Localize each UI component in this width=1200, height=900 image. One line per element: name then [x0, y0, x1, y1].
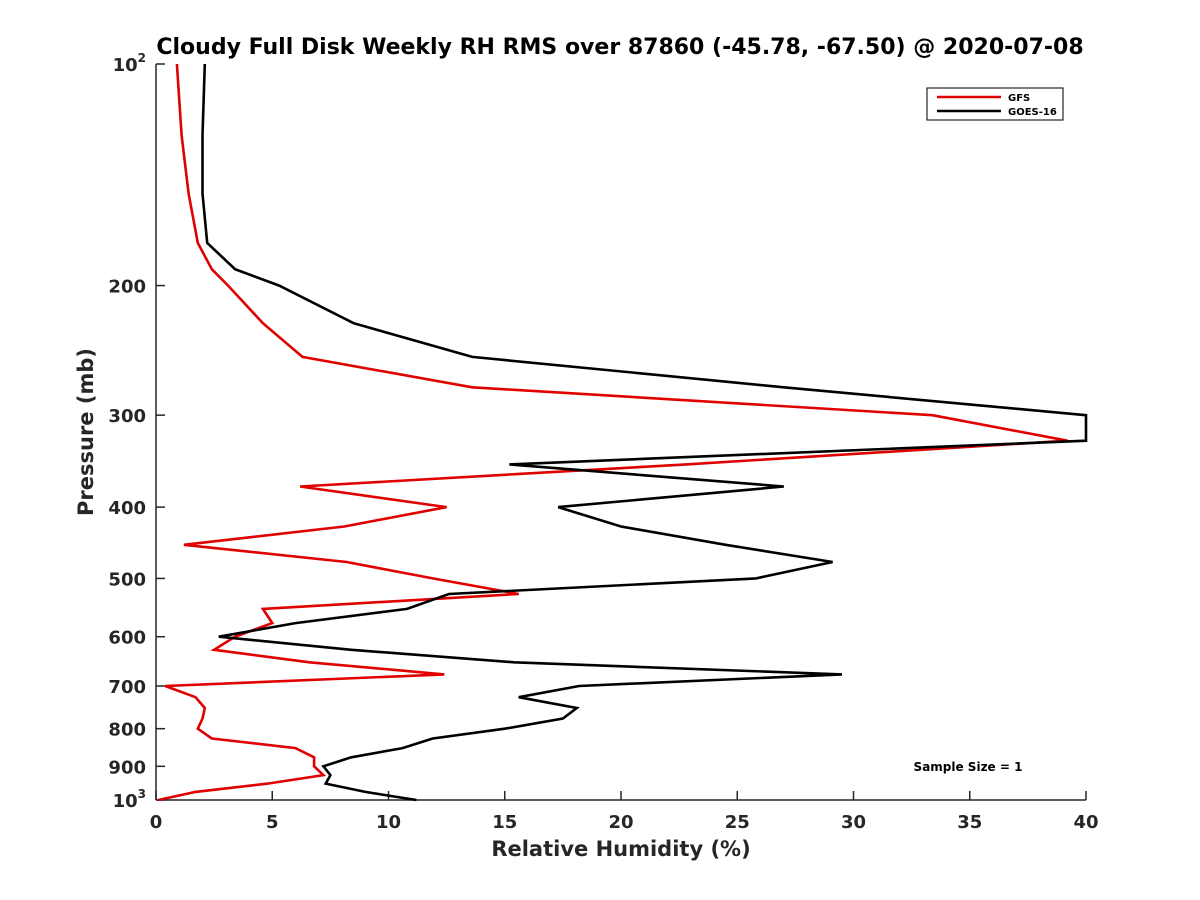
legend-label-goes16: GOES-16: [1008, 107, 1057, 118]
y-tick-label: 500: [108, 569, 146, 590]
series-line-goes16: [201, 63, 1088, 802]
y-tick-label: 400: [108, 498, 146, 519]
y-tick-label-exponent: 3: [138, 787, 146, 801]
y-tick-label: 900: [108, 757, 146, 778]
y-tick-label-base: 200: [108, 277, 146, 298]
x-tick-label: 40: [1073, 812, 1098, 833]
legend-box: [926, 87, 1064, 121]
legend-label-gfs: GFS: [1008, 93, 1030, 104]
x-axis-label: Relative Humidity (%): [491, 837, 750, 861]
x-tick-label: 10: [376, 812, 401, 833]
y-tick-label: 800: [108, 720, 146, 741]
x-tick-label: 20: [608, 812, 633, 833]
series-lines: [158, 63, 1088, 802]
y-tick-label-base: 10: [113, 791, 138, 812]
y-tick-label-base: 700: [108, 677, 146, 698]
x-tick-label: 15: [492, 812, 517, 833]
y-tick-label-base: 600: [108, 628, 146, 649]
y-tick-label: 102: [113, 51, 146, 76]
x-tick-label: 5: [266, 812, 279, 833]
x-tick-label: 30: [841, 812, 866, 833]
y-tick-label-base: 500: [108, 569, 146, 590]
y-tick-label: 200: [108, 277, 146, 298]
y-axis-label: Pressure (mb): [74, 348, 98, 516]
x-ticks: 0 5 10 15 20 25 30 35 40: [150, 791, 1099, 833]
y-tick-label: 600: [108, 628, 146, 649]
y-tick-label-base: 400: [108, 498, 146, 519]
x-tick-label: 35: [957, 812, 982, 833]
sample-size-annotation: Sample Size = 1: [914, 760, 1023, 774]
legend: GFS GOES-16: [926, 87, 1064, 121]
x-tick-label: 0: [150, 812, 163, 833]
y-tick-label-base: 900: [108, 757, 146, 778]
y-tick-label-exponent: 2: [138, 51, 146, 65]
plot-area: 0 5 10 15 20 25 30 35 40 10220030040050060070080…: [108, 51, 1098, 833]
y-tick-label-base: 300: [108, 406, 146, 427]
chart-title: Cloudy Full Disk Weekly RH RMS over 8786…: [156, 35, 1083, 60]
y-tick-label-base: 10: [113, 55, 138, 76]
y-tick-label: 300: [108, 406, 146, 427]
y-tick-label: 700: [108, 677, 146, 698]
y-tick-label-base: 800: [108, 720, 146, 741]
x-tick-label: 25: [725, 812, 750, 833]
series-line-gfs: [158, 63, 1068, 802]
y-tick-label: 103: [113, 787, 146, 812]
